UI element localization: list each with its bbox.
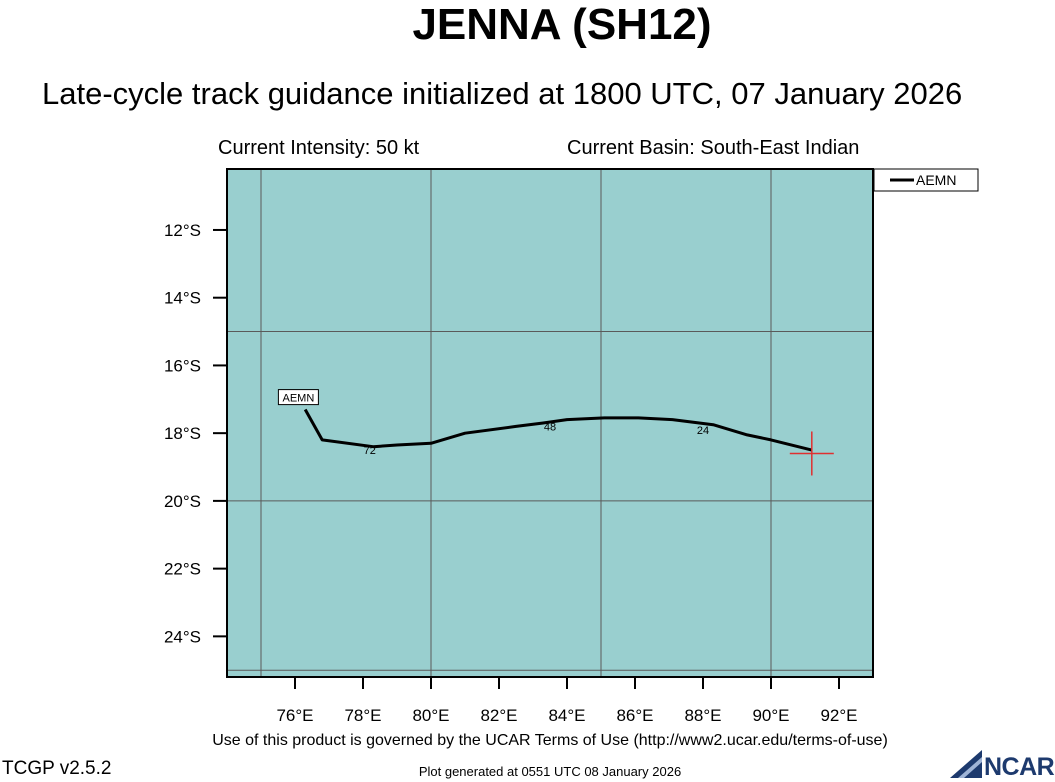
x-tick-label: 80°E	[412, 706, 449, 725]
forecast-hour-label: 24	[697, 425, 709, 437]
current-basin: Current Basin: South-East Indian	[567, 137, 860, 159]
chart-title: JENNA (SH12)	[412, 0, 712, 49]
legend-label-aemn: AEMN	[916, 172, 956, 188]
x-tick-label: 88°E	[684, 706, 721, 725]
axes: 76°E 78°E 80°E 82°E 84°E 86°E 88°E 90°E 92°E 12°S…	[164, 221, 858, 725]
x-tick-label: 92°E	[820, 706, 857, 725]
y-tick-label: 24°S	[164, 627, 201, 646]
current-intensity: Current Intensity: 50 kt	[218, 137, 420, 159]
ncar-logo-icon	[950, 750, 982, 778]
y-tick-label: 22°S	[164, 560, 201, 579]
legend: AEMN	[873, 168, 979, 192]
x-tick-label: 90°E	[752, 706, 789, 725]
y-tick-label: 12°S	[164, 221, 201, 240]
track-line-aemn	[303, 408, 813, 452]
y-tick-label: 18°S	[164, 424, 201, 443]
y-tick-label: 14°S	[164, 289, 201, 308]
generated-timestamp: Plot generated at 0551 UTC 08 January 20…	[418, 764, 682, 779]
plot-frame	[226, 168, 874, 678]
ncar-logo: NCAR	[948, 748, 1055, 781]
gridlines	[227, 169, 873, 677]
terms-of-use: Use of this product is governed by the U…	[212, 732, 888, 749]
version-label: TCGP v2.5.2	[2, 758, 112, 779]
track-series: 24 48 72 AEMN	[277, 389, 834, 476]
forecast-hour-label: 48	[544, 421, 556, 433]
track-label: AEMN	[283, 393, 315, 405]
y-tick-label: 16°S	[164, 356, 201, 375]
y-tick-label: 20°S	[164, 492, 201, 511]
chart-subtitle: Late-cycle track guidance initialized at…	[42, 76, 963, 111]
ncar-logo-text: NCAR	[984, 753, 1055, 781]
x-tick-label: 86°E	[616, 706, 653, 725]
x-tick-label: 82°E	[480, 706, 517, 725]
legend-box	[873, 168, 979, 192]
forecast-hour-label: 72	[364, 445, 376, 457]
x-tick-label: 84°E	[548, 706, 585, 725]
x-tick-label: 76°E	[276, 706, 313, 725]
track-label-box	[277, 389, 319, 406]
x-tick-label: 78°E	[344, 706, 381, 725]
